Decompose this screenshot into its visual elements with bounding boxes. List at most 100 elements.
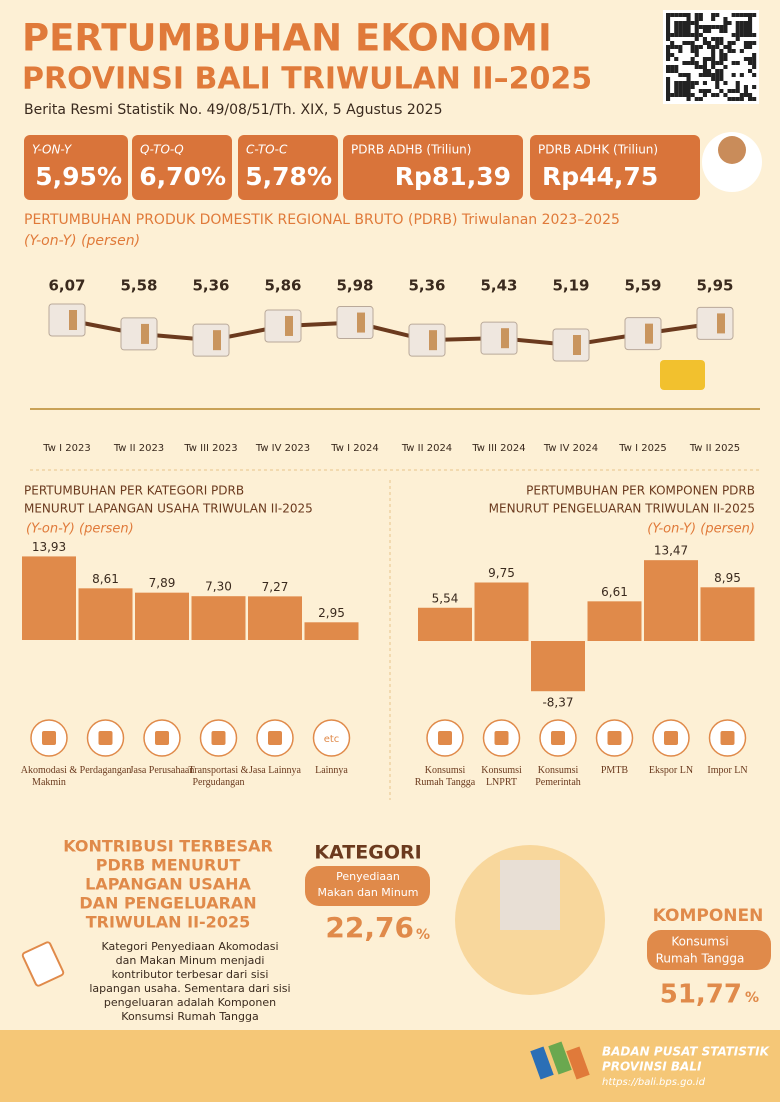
qr-cell <box>711 25 716 29</box>
forklift <box>660 360 705 390</box>
qr-cell <box>711 65 716 69</box>
qr-cell <box>731 33 736 37</box>
qr-cell <box>682 73 687 77</box>
qr-cell <box>735 89 740 93</box>
qr-cell <box>715 25 720 29</box>
qr-cell <box>678 33 683 37</box>
indicator-label: C-TO-C <box>246 143 288 157</box>
qr-cell <box>719 53 724 57</box>
qr-cell <box>678 81 683 85</box>
icon-glyph <box>155 731 169 745</box>
box-tape <box>573 335 581 355</box>
chart-title: PERTUMBUHAN PRODUK DOMESTIK REGIONAL BRU… <box>24 212 620 228</box>
qr-cell <box>735 29 740 33</box>
x-tick-label: Tw IV 2023 <box>255 443 310 454</box>
qr-cell <box>666 77 671 81</box>
pill-text: Rumah Tangga <box>656 952 745 966</box>
qr-cell <box>735 97 740 101</box>
qr-cell <box>666 57 671 61</box>
x-tick-label: Tw III 2023 <box>183 443 237 454</box>
qr-cell <box>678 45 683 49</box>
bps-logo <box>530 1041 590 1080</box>
qr-cell <box>674 33 679 37</box>
category-label: PMTB <box>600 765 629 776</box>
qr-cell <box>666 81 671 85</box>
qr-cell <box>666 13 671 17</box>
qr-cell <box>711 49 716 53</box>
qr-cell <box>670 93 675 97</box>
qr-cell <box>711 61 716 65</box>
qr-cell <box>670 69 675 73</box>
qr-cell <box>719 25 724 29</box>
x-tick-label: Tw IV 2024 <box>543 443 598 454</box>
pill <box>305 866 430 906</box>
qr-cell <box>719 57 724 61</box>
qr-cell <box>739 93 744 97</box>
x-tick-label: Tw I 2024 <box>330 443 378 454</box>
icon-glyph <box>268 731 282 745</box>
qr-cell <box>702 65 707 69</box>
qr-cell <box>666 29 671 33</box>
qr-cell <box>690 61 695 65</box>
qr-cell <box>731 13 736 17</box>
bar <box>78 588 133 640</box>
category-label: Ekspor LN <box>648 765 694 776</box>
qr-cell <box>719 41 724 45</box>
qr-cell <box>690 49 695 53</box>
qr-cell <box>707 69 712 73</box>
qr-cell <box>678 25 683 29</box>
qr-cell <box>682 61 687 65</box>
qr-cell <box>682 29 687 33</box>
icon-glyph <box>720 731 735 745</box>
qr-cell <box>690 41 695 45</box>
paragraph: Kategori Penyediaan Akomodasi <box>101 940 278 953</box>
kategori-heading: KATEGORI <box>314 842 421 864</box>
title: PROVINSI BALI TRIWULAN II–2025 <box>22 62 592 97</box>
qr-cell <box>674 93 679 97</box>
bar <box>191 596 246 640</box>
qr-cell <box>666 53 671 57</box>
qr-cell <box>666 17 671 21</box>
qr-cell <box>739 97 744 101</box>
bar <box>304 622 359 640</box>
unit: % <box>416 927 430 943</box>
box-tape <box>357 312 365 333</box>
qr-cell <box>752 13 757 17</box>
bar <box>587 601 642 641</box>
qr-cell <box>743 85 748 89</box>
qr-cell <box>694 25 699 29</box>
qr-cell <box>731 41 736 45</box>
qr-cell <box>707 89 712 93</box>
qr-cell <box>686 61 691 65</box>
qr-cell <box>686 33 691 37</box>
bar <box>474 582 529 641</box>
bar <box>531 641 585 692</box>
qr-cell <box>670 53 675 57</box>
qr-cell <box>694 33 699 37</box>
qr-cell <box>690 45 695 49</box>
qr-cell <box>723 57 728 61</box>
qr-cell <box>666 37 671 41</box>
pill-text: Makan dan Minum <box>317 886 418 899</box>
qr-cell <box>690 21 695 25</box>
qr-cell <box>678 93 683 97</box>
qr-cell <box>682 25 687 29</box>
qr-cell <box>715 45 720 49</box>
qr-cell <box>670 45 675 49</box>
qr-cell <box>715 37 720 41</box>
contribution-title: TRIWULAN II-2025 <box>86 913 250 932</box>
value-label: 5,86 <box>264 277 301 295</box>
qr-cell <box>715 85 720 89</box>
qr-cell <box>748 33 753 37</box>
qr-cell <box>694 65 699 69</box>
category-label: Jasa Perusahaan <box>129 765 195 776</box>
qr-cell <box>698 89 703 93</box>
pill-text: Penyediaan <box>336 870 400 883</box>
qr-cell <box>702 89 707 93</box>
qr-cell <box>711 53 716 57</box>
qr-cell <box>739 29 744 33</box>
qr-cell <box>690 81 695 85</box>
value-label: 5,19 <box>552 277 589 295</box>
qr-cell <box>719 77 724 81</box>
qr-cell <box>739 73 744 77</box>
